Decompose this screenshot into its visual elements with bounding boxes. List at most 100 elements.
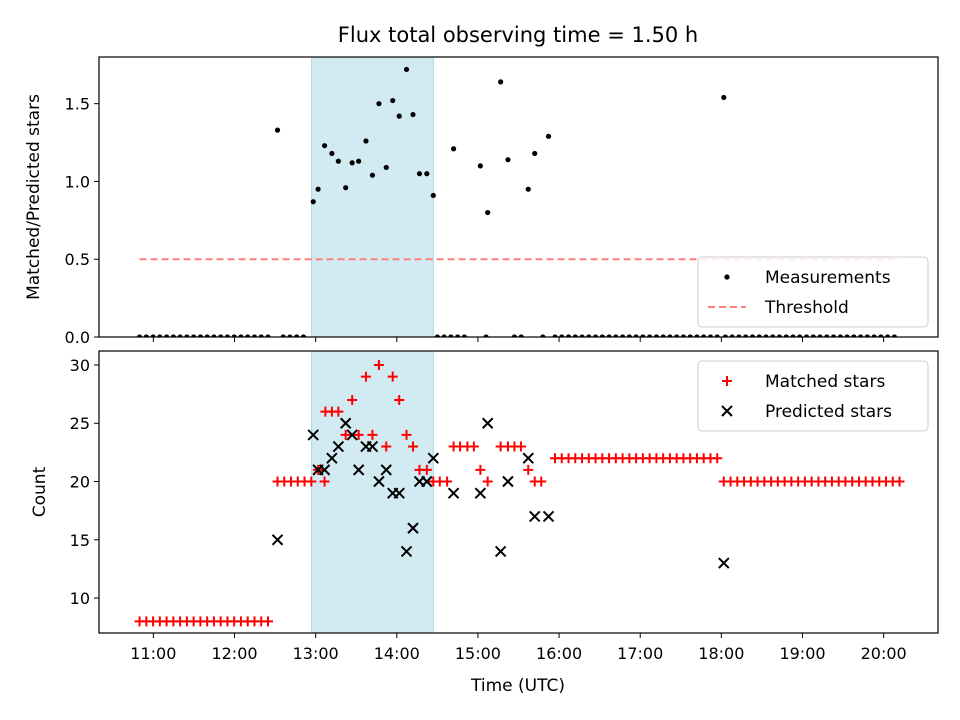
measurement-point: [164, 334, 170, 337]
measurement-point: [803, 334, 810, 337]
matched-star-point: [536, 476, 547, 487]
measurement-point: [170, 334, 176, 337]
y-tick-label: 15: [70, 531, 90, 550]
measurement-point: [680, 334, 687, 337]
matched-star-point: [421, 464, 432, 475]
measurement-point: [184, 334, 190, 337]
measurement-point: [329, 150, 335, 157]
measurement-point: [749, 334, 756, 337]
matched-star-point: [482, 476, 493, 487]
measurement-point: [251, 334, 258, 337]
measurement-point: [424, 171, 430, 177]
measurement-point: [274, 127, 281, 133]
matched-star-point: [394, 394, 405, 405]
predicted-star-point: [373, 475, 385, 488]
axes-frame: [98, 56, 939, 338]
predicted-star-point: [529, 510, 541, 523]
x-tick-label: 11:00: [130, 644, 176, 663]
observing-span-shade: [311, 56, 434, 338]
y-tick-label: 10: [70, 589, 90, 608]
measurement-point: [349, 160, 355, 166]
measurement-point: [851, 334, 857, 337]
ratio-panel: 0.0 0.5 1.0 1.5 Matched/Predicted stars Measu…: [24, 56, 939, 347]
measurement-point: [864, 334, 870, 337]
x-axis-label: Time (UTC): [470, 676, 565, 696]
matched-star-point: [373, 359, 384, 370]
measurement-point: [197, 334, 204, 337]
x-tick-label: 19:00: [779, 644, 825, 663]
measurement-point: [245, 334, 251, 337]
measurement-point: [224, 334, 231, 337]
measurement-point: [376, 101, 382, 107]
matched-star-point: [468, 441, 479, 452]
matched-star-point: [306, 476, 317, 487]
count-panel: 10 15 20 25 30 11:00 12:00 13:00 14:00 15:00 16:00…: [30, 350, 939, 663]
measurement-point: [565, 334, 572, 337]
measurement-point: [177, 334, 183, 337]
y-tick-label: 0.0: [65, 328, 90, 347]
measurement-point: [674, 334, 680, 337]
measurement-point: [390, 97, 396, 104]
chart-title: Flux total observing time = 1.50 h: [338, 23, 698, 47]
measurement-point: [613, 334, 619, 337]
measurement-point: [633, 334, 639, 337]
measurement-point: [721, 94, 727, 101]
matched-star-point: [262, 616, 273, 627]
matched-star-point: [401, 429, 412, 440]
measurement-point: [729, 334, 735, 337]
measurement-point: [694, 334, 700, 337]
legend-swatch: [722, 376, 732, 386]
measurement-point: [287, 334, 293, 337]
measurement-point: [871, 334, 877, 337]
measurement-point: [483, 334, 489, 337]
matched-star-point: [347, 394, 358, 405]
measurement-point: [756, 334, 762, 337]
measurement-point: [701, 334, 707, 337]
matched-star-point: [319, 476, 330, 487]
measurement-point: [157, 334, 163, 337]
measurement-point: [191, 334, 197, 337]
measurement-point: [532, 150, 538, 157]
measurement-point: [383, 164, 389, 171]
predicted-star-point: [421, 475, 433, 488]
measurement-point: [722, 334, 729, 337]
predicted-star-point: [474, 487, 487, 499]
measurement-point: [310, 199, 316, 205]
measurement-point: [783, 334, 789, 337]
y-tick-label: 1.0: [65, 172, 90, 191]
measurement-point: [776, 334, 783, 337]
measurement-point: [599, 334, 605, 337]
measurement-point: [231, 334, 237, 337]
measurement-point: [640, 334, 646, 337]
predicted-star-point: [380, 464, 392, 476]
measurement-point: [559, 334, 565, 337]
measurement-point: [653, 334, 659, 337]
predicted-star-point: [522, 452, 534, 464]
measurement-point: [238, 334, 244, 337]
measurement-point: [647, 334, 653, 337]
measurement-point: [743, 334, 749, 337]
x-tick-label: 13:00: [293, 644, 339, 663]
measurement-point: [837, 334, 843, 337]
measurement-point: [572, 334, 578, 337]
measurement-point: [477, 163, 483, 169]
measurement-point: [525, 186, 531, 192]
y-tick-label: 20: [70, 473, 90, 492]
x-tick-label: 15:00: [455, 644, 501, 663]
measurement-point: [606, 334, 612, 337]
measurement-point: [455, 334, 461, 337]
measurement-point: [294, 334, 300, 337]
measurement-point: [150, 334, 156, 337]
matched-star-point: [523, 464, 534, 475]
measurement-point: [579, 334, 585, 337]
matched-star-point: [333, 406, 344, 417]
measurement-point: [403, 66, 410, 73]
measurement-point: [143, 334, 149, 337]
legend-label: Measurements: [765, 268, 891, 288]
matched-star-point: [340, 429, 351, 440]
matched-star-point: [442, 476, 453, 487]
measurement-point: [592, 334, 599, 337]
measurement-point: [450, 146, 457, 152]
measurement-point: [540, 334, 546, 337]
